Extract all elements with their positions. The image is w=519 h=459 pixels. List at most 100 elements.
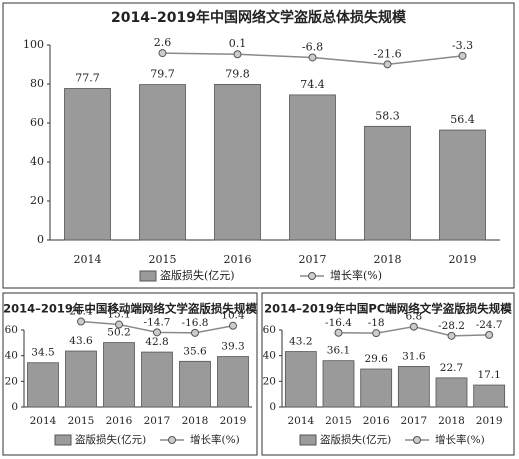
growth-label: 15.1 (107, 309, 130, 321)
legend-label: 增长率(%) (435, 433, 485, 446)
bar-label: 50.2 (107, 327, 130, 339)
panel-frame (2, 292, 258, 456)
growth-label: -28.2 (438, 320, 465, 332)
bar-label: 42.8 (145, 336, 168, 348)
growth-label: -16.8 (182, 317, 209, 329)
growth-point (485, 330, 494, 339)
growth-label: 6.8 (405, 311, 422, 323)
bar-label: 22.7 (440, 362, 463, 374)
y-tick-label: 20 (5, 375, 18, 387)
growth-point (458, 51, 467, 60)
x-tick-label: 2015 (68, 415, 95, 427)
y-tick-label: 40 (30, 155, 44, 168)
x-tick-label: 2017 (400, 415, 427, 427)
y-tick-label: 0 (11, 401, 18, 413)
bar-label: 43.2 (289, 336, 312, 348)
bar (217, 356, 249, 408)
bar (473, 384, 506, 408)
bar (439, 129, 486, 241)
bar (64, 88, 111, 241)
panel-frame (261, 292, 515, 456)
y-tick-label: 20 (30, 194, 44, 207)
bar (103, 342, 135, 408)
x-tick-label: 2019 (476, 415, 503, 427)
bar (141, 351, 173, 408)
bar-label: 43.6 (69, 335, 93, 347)
growth-label: 2.6 (154, 36, 172, 49)
x-tick-label: 2014 (30, 415, 57, 427)
growth-label: -3.3 (452, 39, 473, 52)
x-tick-label: 2015 (149, 253, 177, 266)
bar (65, 350, 97, 408)
y-tick-label: 0 (269, 401, 276, 413)
x-tick-label: 2017 (144, 415, 171, 427)
growth-point (229, 321, 237, 330)
bar-label: 29.6 (364, 353, 388, 365)
growth-point (77, 317, 85, 326)
x-tick-label: 2018 (374, 253, 402, 266)
bar (364, 125, 411, 241)
growth-label: -24.7 (476, 319, 503, 331)
legend-swatch (54, 434, 72, 446)
legend-swatch (299, 434, 317, 446)
legend-swatch (139, 270, 157, 282)
bar (179, 360, 211, 408)
growth-label: -18 (368, 317, 385, 329)
x-tick-label: 2016 (106, 415, 133, 427)
bar-label: 31.6 (402, 350, 426, 362)
bar-label: 36.1 (327, 345, 350, 357)
chart-title: 2014–2019年中国网络文学盗版总体损失规模 (111, 9, 407, 26)
bar (360, 368, 393, 408)
bar (397, 366, 430, 408)
x-tick-label: 2014 (287, 415, 314, 427)
y-tick-label: 40 (263, 350, 276, 362)
x-tick-label: 2014 (74, 253, 102, 266)
legend-label: 盗版损失(亿元) (160, 268, 235, 282)
bar-label: 39.3 (221, 341, 244, 353)
bar (322, 360, 355, 408)
growth-point (153, 328, 161, 337)
growth-point (409, 322, 418, 331)
x-tick-label: 2019 (449, 253, 477, 266)
legend-marker (308, 272, 316, 280)
legend-label: 增长率(%) (190, 433, 240, 446)
legend-marker (413, 436, 421, 444)
x-tick-label: 2018 (182, 415, 209, 427)
growth-label: -16.4 (325, 317, 352, 329)
y-tick-label: 0 (37, 233, 44, 246)
bar-label: 77.7 (75, 71, 100, 84)
y-tick-label: 80 (30, 77, 44, 90)
chart-title: 2014–2019年中国移动端网络文学盗版损失规模 (3, 302, 257, 316)
x-tick-label: 2016 (224, 253, 252, 266)
legend-label: 盗版损失(亿元) (320, 433, 391, 446)
x-tick-label: 2015 (325, 415, 352, 427)
growth-label: -21.6 (373, 47, 401, 60)
bar (214, 83, 261, 241)
growth-label: -6.8 (302, 40, 323, 53)
growth-label: 26.4 (69, 306, 93, 318)
y-tick-label: 40 (5, 350, 18, 362)
y-tick-label: 60 (263, 324, 276, 336)
bar-label: 56.4 (450, 113, 475, 126)
bar (284, 351, 317, 408)
legend-label: 盗版损失(亿元) (75, 433, 146, 446)
growth-label: 0.1 (229, 37, 247, 50)
chart-title: 2014–2019年中国PC端网络文学盗版损失规模 (264, 302, 512, 316)
growth-point (115, 320, 123, 329)
y-tick-label: 20 (263, 375, 276, 387)
growth-point (372, 329, 381, 338)
growth-point (191, 328, 199, 337)
bar (139, 84, 186, 241)
bar-label: 17.1 (477, 369, 500, 381)
x-tick-label: 2018 (438, 415, 465, 427)
growth-point (233, 50, 242, 59)
bar-label: 79.7 (150, 68, 175, 81)
bar (27, 362, 59, 408)
x-tick-label: 2019 (220, 415, 247, 427)
growth-label: -14.7 (144, 316, 171, 328)
x-tick-label: 2017 (299, 253, 327, 266)
y-tick-label: 100 (23, 38, 44, 51)
bar-label: 74.4 (300, 78, 325, 91)
